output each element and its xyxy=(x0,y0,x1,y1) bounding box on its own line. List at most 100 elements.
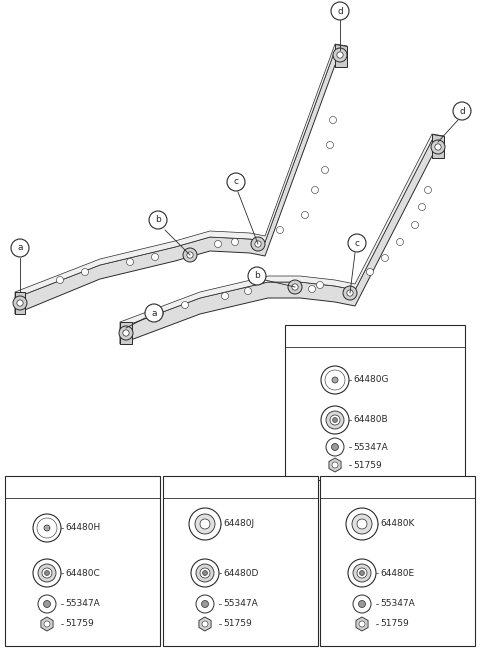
Circle shape xyxy=(127,258,133,266)
Text: d: d xyxy=(337,7,343,16)
Circle shape xyxy=(203,571,207,575)
Circle shape xyxy=(196,595,214,613)
Polygon shape xyxy=(15,50,347,314)
Circle shape xyxy=(453,102,471,120)
Circle shape xyxy=(123,330,129,336)
Circle shape xyxy=(367,268,373,276)
Polygon shape xyxy=(335,44,347,67)
Polygon shape xyxy=(41,617,53,631)
Text: 64480E: 64480E xyxy=(380,569,414,577)
Circle shape xyxy=(44,621,50,627)
Circle shape xyxy=(191,559,219,587)
Circle shape xyxy=(330,415,340,425)
Circle shape xyxy=(11,239,29,257)
Polygon shape xyxy=(199,617,211,631)
Circle shape xyxy=(348,559,376,587)
Circle shape xyxy=(316,281,324,289)
Circle shape xyxy=(333,48,347,62)
Circle shape xyxy=(202,621,208,627)
Circle shape xyxy=(411,222,419,228)
Circle shape xyxy=(347,290,353,296)
Circle shape xyxy=(312,186,319,194)
Circle shape xyxy=(13,296,27,310)
Polygon shape xyxy=(356,617,368,631)
Circle shape xyxy=(44,600,50,607)
Polygon shape xyxy=(120,134,444,328)
Circle shape xyxy=(276,226,284,234)
Circle shape xyxy=(322,167,328,173)
Circle shape xyxy=(396,239,404,245)
Circle shape xyxy=(57,276,63,283)
Text: c: c xyxy=(172,483,178,491)
Text: 64480H: 64480H xyxy=(65,523,100,533)
Text: a: a xyxy=(151,308,157,318)
Circle shape xyxy=(329,117,336,123)
Text: 64480C: 64480C xyxy=(65,569,100,577)
Text: d: d xyxy=(329,483,335,491)
Circle shape xyxy=(337,52,343,58)
Circle shape xyxy=(38,564,56,582)
Circle shape xyxy=(288,280,302,294)
Circle shape xyxy=(382,255,388,262)
Circle shape xyxy=(419,203,425,211)
Circle shape xyxy=(200,519,210,529)
Circle shape xyxy=(331,2,349,20)
Circle shape xyxy=(292,284,298,290)
Polygon shape xyxy=(15,292,25,314)
Circle shape xyxy=(195,514,215,534)
Text: b: b xyxy=(155,216,161,224)
Circle shape xyxy=(196,564,214,582)
Circle shape xyxy=(248,267,266,285)
Circle shape xyxy=(353,595,371,613)
Circle shape xyxy=(424,186,432,194)
Text: 51759: 51759 xyxy=(353,461,382,470)
Text: 55347A: 55347A xyxy=(380,600,415,609)
Circle shape xyxy=(227,173,245,191)
Text: 51759: 51759 xyxy=(380,619,409,628)
Text: c: c xyxy=(355,239,360,247)
Circle shape xyxy=(352,514,372,534)
Circle shape xyxy=(357,519,367,529)
Circle shape xyxy=(360,571,364,575)
Polygon shape xyxy=(329,458,341,472)
Circle shape xyxy=(156,310,164,316)
Circle shape xyxy=(431,140,445,154)
Circle shape xyxy=(435,144,441,150)
Text: 55347A: 55347A xyxy=(65,600,100,609)
Polygon shape xyxy=(120,140,444,344)
Text: 64480K: 64480K xyxy=(380,520,414,529)
Text: a: a xyxy=(294,331,300,340)
Circle shape xyxy=(167,479,183,495)
Circle shape xyxy=(301,211,309,218)
Circle shape xyxy=(187,252,193,258)
Circle shape xyxy=(152,253,158,260)
Circle shape xyxy=(324,479,340,495)
Circle shape xyxy=(181,302,189,308)
Circle shape xyxy=(221,293,228,300)
Circle shape xyxy=(326,438,344,456)
Circle shape xyxy=(346,508,378,540)
Circle shape xyxy=(44,525,50,531)
Polygon shape xyxy=(320,476,475,646)
Text: 55347A: 55347A xyxy=(353,443,388,451)
Circle shape xyxy=(215,241,221,247)
Circle shape xyxy=(333,417,337,422)
Circle shape xyxy=(326,142,334,148)
Circle shape xyxy=(332,377,338,383)
Text: d: d xyxy=(459,106,465,115)
Circle shape xyxy=(45,571,49,575)
Circle shape xyxy=(9,479,25,495)
Circle shape xyxy=(119,326,133,340)
Circle shape xyxy=(332,462,338,468)
Circle shape xyxy=(189,508,221,540)
Circle shape xyxy=(202,600,208,607)
Circle shape xyxy=(326,411,344,429)
Text: 64480G: 64480G xyxy=(353,375,388,384)
Text: b: b xyxy=(14,483,20,491)
Circle shape xyxy=(145,304,163,322)
Polygon shape xyxy=(15,44,347,298)
Circle shape xyxy=(82,268,88,276)
Circle shape xyxy=(33,559,61,587)
Circle shape xyxy=(33,514,61,542)
Polygon shape xyxy=(120,322,132,344)
